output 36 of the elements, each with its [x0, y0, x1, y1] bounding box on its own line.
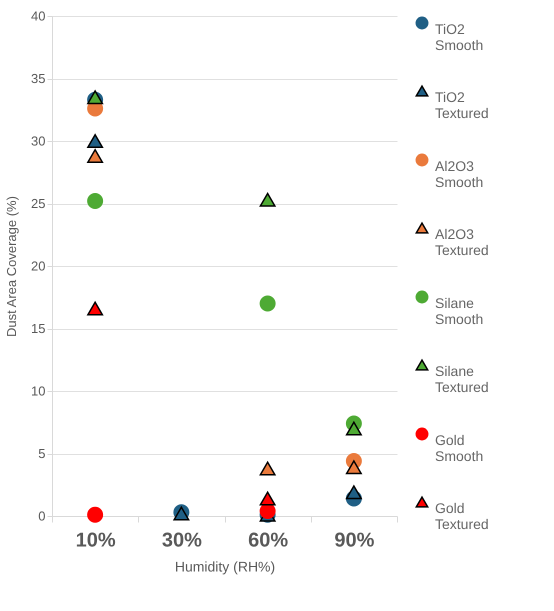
point — [260, 192, 276, 207]
point — [346, 460, 362, 474]
legend-label: TiO2 Smooth — [435, 21, 484, 53]
y-tick-label: 30 — [31, 134, 46, 148]
legend-label: Al2O3 Textured — [435, 226, 489, 258]
y-tick-label: 25 — [31, 196, 46, 211]
legend-label: TiO2 Textured — [435, 89, 489, 121]
x-tick-label: 10% — [76, 530, 116, 552]
point — [87, 301, 104, 316]
y-tick-label: 10 — [31, 384, 46, 398]
point — [87, 148, 104, 164]
y-tick-label: 0 — [38, 508, 46, 524]
point — [346, 485, 362, 500]
legend-label: Gold Smooth — [435, 432, 484, 464]
x-axis-title: Humidity (RH%) — [174, 558, 276, 574]
y-tick-label: 35 — [31, 71, 46, 86]
x-tick-label: 60% — [248, 530, 288, 552]
point — [260, 461, 276, 476]
y-tick-label: 15 — [31, 321, 46, 336]
x-tick-label: 90% — [334, 530, 375, 552]
point — [87, 90, 104, 104]
legend-label: Al2O3 Smooth — [435, 158, 484, 190]
point — [87, 134, 104, 148]
legend-label: Silane Smooth — [435, 295, 484, 327]
y-axis-title: Dust Area Coverage (%) — [4, 196, 20, 337]
legend-label: Silane Textured — [435, 363, 489, 395]
point — [87, 506, 104, 523]
point — [87, 193, 104, 209]
point — [260, 491, 276, 506]
y-tick-label: 40 — [31, 8, 46, 24]
point — [346, 421, 362, 436]
point — [260, 296, 276, 312]
x-tick-label: 30% — [162, 530, 202, 552]
legend-label: Gold Textured — [435, 500, 489, 532]
y-tick-label: 5 — [38, 446, 46, 461]
y-tick-label: 20 — [31, 258, 46, 274]
